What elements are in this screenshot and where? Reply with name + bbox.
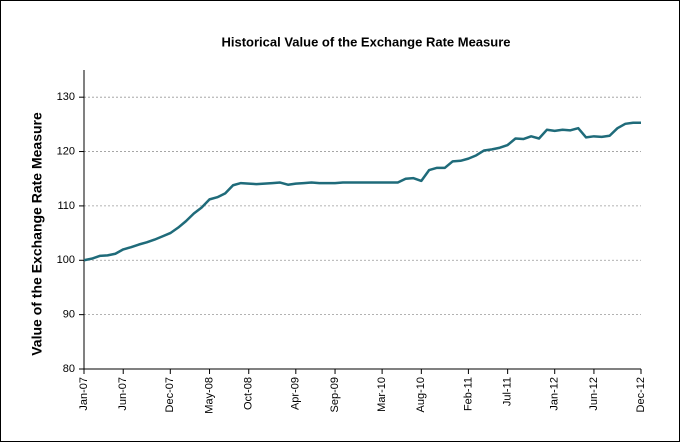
y-tick-label: 90 <box>63 309 75 321</box>
x-tick-label: Dec-12 <box>635 377 647 412</box>
x-tick-label: Feb-11 <box>462 377 474 411</box>
y-tick-label: 110 <box>57 200 75 212</box>
x-tick-label: Jan-12 <box>549 377 561 411</box>
y-tick-label: 80 <box>63 363 75 375</box>
x-tick-label: Sep-09 <box>329 377 341 412</box>
y-tick-label: 100 <box>57 254 75 266</box>
x-tick-label: Apr-09 <box>290 377 302 410</box>
x-tick-label: Aug-10 <box>415 377 427 412</box>
x-tick-label: Jul-11 <box>502 377 514 406</box>
x-tick-label: Jun-12 <box>588 377 600 411</box>
line <box>83 121 641 262</box>
y-axis-label: Value of the Exchange Rate Measure <box>29 112 45 356</box>
x-tick-label: Oct-08 <box>243 377 255 410</box>
x-tick-label: Dec-07 <box>164 377 176 412</box>
chart-title: Historical Value of the Exchange Rate Me… <box>222 34 511 49</box>
y-tick-label: 130 <box>57 91 75 103</box>
x-tick-label: Jan-07 <box>78 377 90 411</box>
x-tick-label: Jun-07 <box>117 377 129 411</box>
y-tick-label: 120 <box>57 145 75 157</box>
x-tick-label: Mar-10 <box>376 377 388 412</box>
x-tick-label: May-08 <box>203 377 215 414</box>
